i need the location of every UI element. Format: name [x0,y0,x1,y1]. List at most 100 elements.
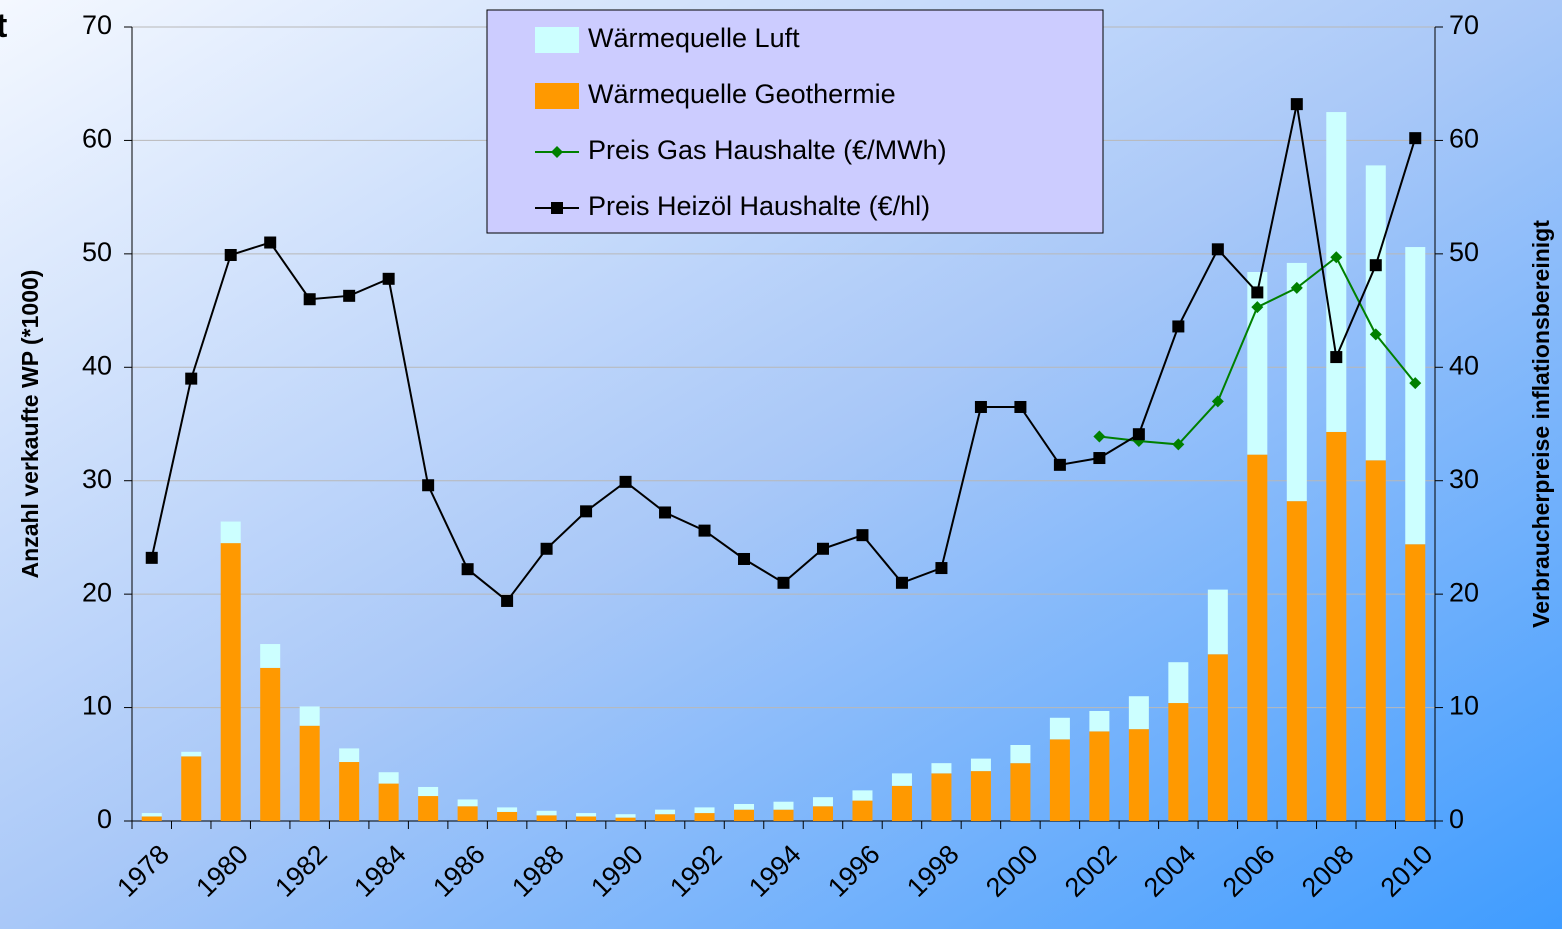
bar-segment [852,790,873,801]
bar-segment [181,756,202,821]
bar-segment [931,763,952,774]
y2-tick-label: 10 [1449,691,1479,721]
marker [145,551,158,564]
legend-swatch [535,83,579,109]
marker [580,505,593,518]
y2-axis-label: Verbraucherpreise inflationsbereinigt [1528,220,1554,628]
bar-segment [734,803,755,810]
bar-segment [773,801,794,810]
y-tick-label: 0 [97,804,112,834]
bar-segment [1010,763,1031,821]
bar-segment [1089,710,1110,732]
bar-segment [1365,460,1386,821]
marker [422,479,435,492]
bar-segment [536,815,557,821]
bar-segment [339,762,360,821]
marker [1172,438,1185,451]
bar-segment [1207,589,1228,655]
marker [816,542,829,555]
marker [1211,395,1224,408]
bar-segment [497,807,518,812]
marker [343,289,356,302]
marker [382,272,395,285]
marker [777,576,790,589]
bar-segment [220,543,241,821]
legend-label: Preis Heizöl Haushalte (€/hl) [588,191,930,221]
bar-segment [1049,739,1070,821]
legend-label: Preis Gas Haushalte (€/MWh) [588,135,947,165]
bar-segment [576,816,597,821]
y-tick-label: 50 [82,237,112,267]
marker [185,372,198,385]
legend-marker [551,146,563,158]
bar-segment [891,785,912,821]
legend-marker [551,202,563,214]
bar-segment [299,725,320,821]
marker [698,524,711,537]
marker [619,475,632,488]
bar-segment [1286,501,1307,821]
bar-segment [418,786,439,797]
bar-segment [576,813,597,817]
bar-segment [1168,703,1189,821]
marker [1093,452,1106,465]
y2-tick-label: 60 [1449,124,1479,154]
y2-tick-label: 40 [1449,350,1479,380]
marker [895,576,908,589]
bar-segment [1247,454,1268,821]
marker [935,562,948,575]
marker [1290,98,1303,111]
y2-tick-label: 20 [1449,577,1479,607]
bar-segment [378,772,399,784]
marker [1172,320,1185,333]
bar-segment [1010,745,1031,764]
bar-segment [655,814,676,821]
marker [1369,259,1382,272]
marker [501,594,514,607]
marker [1409,377,1422,390]
bar-segment [1089,731,1110,821]
bar-segment [497,811,518,821]
bar-segment [339,748,360,763]
bar-segment [970,758,991,772]
bar-segment [1286,262,1307,502]
y-tick-label: 20 [82,577,112,607]
bar-segment [734,809,755,821]
bar-segment [260,644,281,668]
bar-segment [773,809,794,821]
bar-segment [970,771,991,821]
bar-segment [1365,165,1386,461]
marker [264,236,277,249]
marker [1251,286,1264,299]
bar-segment [418,796,439,821]
y2-tick-label: 70 [1449,10,1479,40]
bar-segment [1128,729,1149,821]
marker [224,248,237,261]
marker [1290,281,1303,294]
bar-segment [141,816,162,821]
bar-segment [1247,272,1268,455]
y-tick-label: 30 [82,464,112,494]
legend [486,9,1104,234]
marker [1409,132,1422,145]
bar-segment [1326,431,1347,821]
bar-segment [1049,717,1070,740]
y-axis-label: Anzahl verkaufte WP (*1000) [17,270,43,579]
marker [1132,428,1145,441]
marker [461,563,474,576]
bar-segment [852,800,873,821]
bar-segment [694,813,715,821]
bar-segment [378,783,399,821]
bar-segment [1405,544,1426,821]
marker [974,400,987,413]
bar-segment [655,809,676,815]
marker [540,542,553,555]
marker [1330,351,1343,364]
legend-label: Wärmequelle Luft [588,23,800,53]
y2-tick-label: 0 [1449,804,1464,834]
marker [856,529,869,542]
bar-segment [457,806,478,821]
y-tick-label: 70 [82,10,112,40]
bar-segment [299,706,320,726]
